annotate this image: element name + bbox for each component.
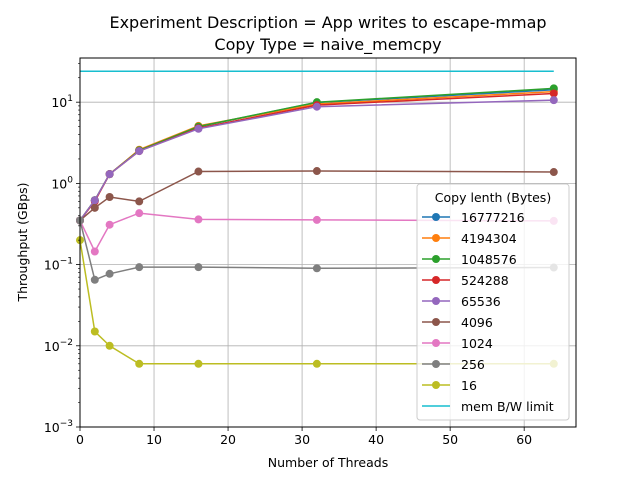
legend-entry-mem B/W limit: mem B/W limit: [422, 399, 554, 414]
data-point-65536: [312, 102, 321, 111]
legend-swatch-marker: [432, 276, 440, 284]
data-point-256: [90, 275, 99, 284]
legend-title: Copy lenth (Bytes): [435, 190, 551, 205]
legend: Copy lenth (Bytes) 16777216 4194304 104857…: [416, 183, 570, 421]
chart-title-line-1: Experiment Description = App writes to e…: [109, 13, 546, 32]
y-tick-label: 10−2: [44, 338, 73, 354]
plot-frame: [79, 57, 577, 428]
legend-label: 16: [461, 378, 477, 393]
data-point-1024: [90, 247, 99, 256]
series-layer: [76, 70, 558, 368]
legend-entry-16: 16: [422, 378, 477, 393]
x-tick-label: 30: [294, 432, 310, 447]
y-axis-label: Throughput (GBps): [15, 182, 30, 302]
data-point-4096: [90, 203, 99, 212]
data-point-4096: [194, 167, 203, 176]
legend-label: 65536: [461, 294, 501, 309]
x-tick-label: 0: [76, 432, 84, 447]
data-point-65536: [90, 196, 99, 205]
legend-entry-256: 256: [422, 357, 485, 372]
data-point-16: [105, 341, 114, 350]
legend-entry-1048576: 1048576: [422, 252, 517, 267]
data-point-1024: [105, 220, 114, 229]
legend-label: 1024: [461, 336, 493, 351]
x-tick-label: 50: [442, 432, 458, 447]
y-tick-label: 10−1: [44, 257, 73, 273]
legend-label: 1048576: [461, 252, 517, 267]
data-point-256: [194, 263, 203, 272]
legend-items: 16777216 4194304 1048576 524288 65536 4096 102…: [422, 210, 554, 414]
legend-swatch-marker: [432, 339, 440, 347]
data-point-16: [194, 359, 203, 368]
data-point-524288: [549, 89, 558, 98]
legend-swatch-marker: [432, 255, 440, 263]
legend-entry-65536: 65536: [422, 294, 501, 309]
legend-swatch-marker: [432, 213, 440, 221]
data-point-256: [105, 269, 114, 278]
data-point-4096: [105, 192, 114, 201]
data-point-65536: [194, 124, 203, 133]
data-point-4096: [549, 168, 558, 177]
chart-title-line-2: Copy Type = naive_memcpy: [214, 35, 441, 55]
y-tick-label: 100: [51, 175, 73, 191]
legend-entry-1024: 1024: [422, 336, 493, 351]
data-point-16: [135, 359, 144, 368]
legend-entry-524288: 524288: [422, 273, 509, 288]
legend-label: 524288: [461, 273, 509, 288]
legend-label: 256: [461, 357, 485, 372]
data-point-1024: [135, 209, 144, 218]
data-point-256: [312, 264, 321, 273]
legend-entry-4096: 4096: [422, 315, 493, 330]
legend-swatch-marker: [432, 234, 440, 242]
data-point-1024: [194, 215, 203, 224]
legend-label: mem B/W limit: [461, 399, 554, 414]
x-tick-label: 20: [220, 432, 236, 447]
x-tick-label: 40: [368, 432, 384, 447]
legend-swatch-marker: [432, 297, 440, 305]
legend-label: 4096: [461, 315, 493, 330]
legend-box: [416, 183, 570, 421]
data-point-65536: [549, 96, 558, 105]
legend-label: 4194304: [461, 231, 517, 246]
data-point-4096: [312, 167, 321, 176]
y-tick-label: 101: [51, 94, 73, 110]
data-point-16: [90, 327, 99, 336]
legend-swatch-marker: [432, 318, 440, 326]
legend-swatch-marker: [432, 381, 440, 389]
x-axis-label: Number of Threads: [268, 455, 388, 470]
x-tick-label: 10: [146, 432, 162, 447]
x-tick-label: 60: [516, 432, 532, 447]
legend-swatch-marker: [432, 360, 440, 368]
legend-label: 16777216: [461, 210, 525, 225]
legend-entry-16777216: 16777216: [422, 210, 525, 225]
data-point-1024: [312, 215, 321, 224]
axis-ticks: 0 10 20 30 40 50 60 10−3 10−2 10−1 100 101: [44, 63, 532, 447]
data-point-65536: [105, 170, 114, 179]
data-point-4096: [135, 197, 144, 206]
data-point-65536: [135, 147, 144, 156]
legend-entry-4194304: 4194304: [422, 231, 517, 246]
y-tick-label: 10−3: [44, 419, 73, 435]
data-point-16: [312, 359, 321, 368]
data-point-256: [135, 263, 144, 272]
